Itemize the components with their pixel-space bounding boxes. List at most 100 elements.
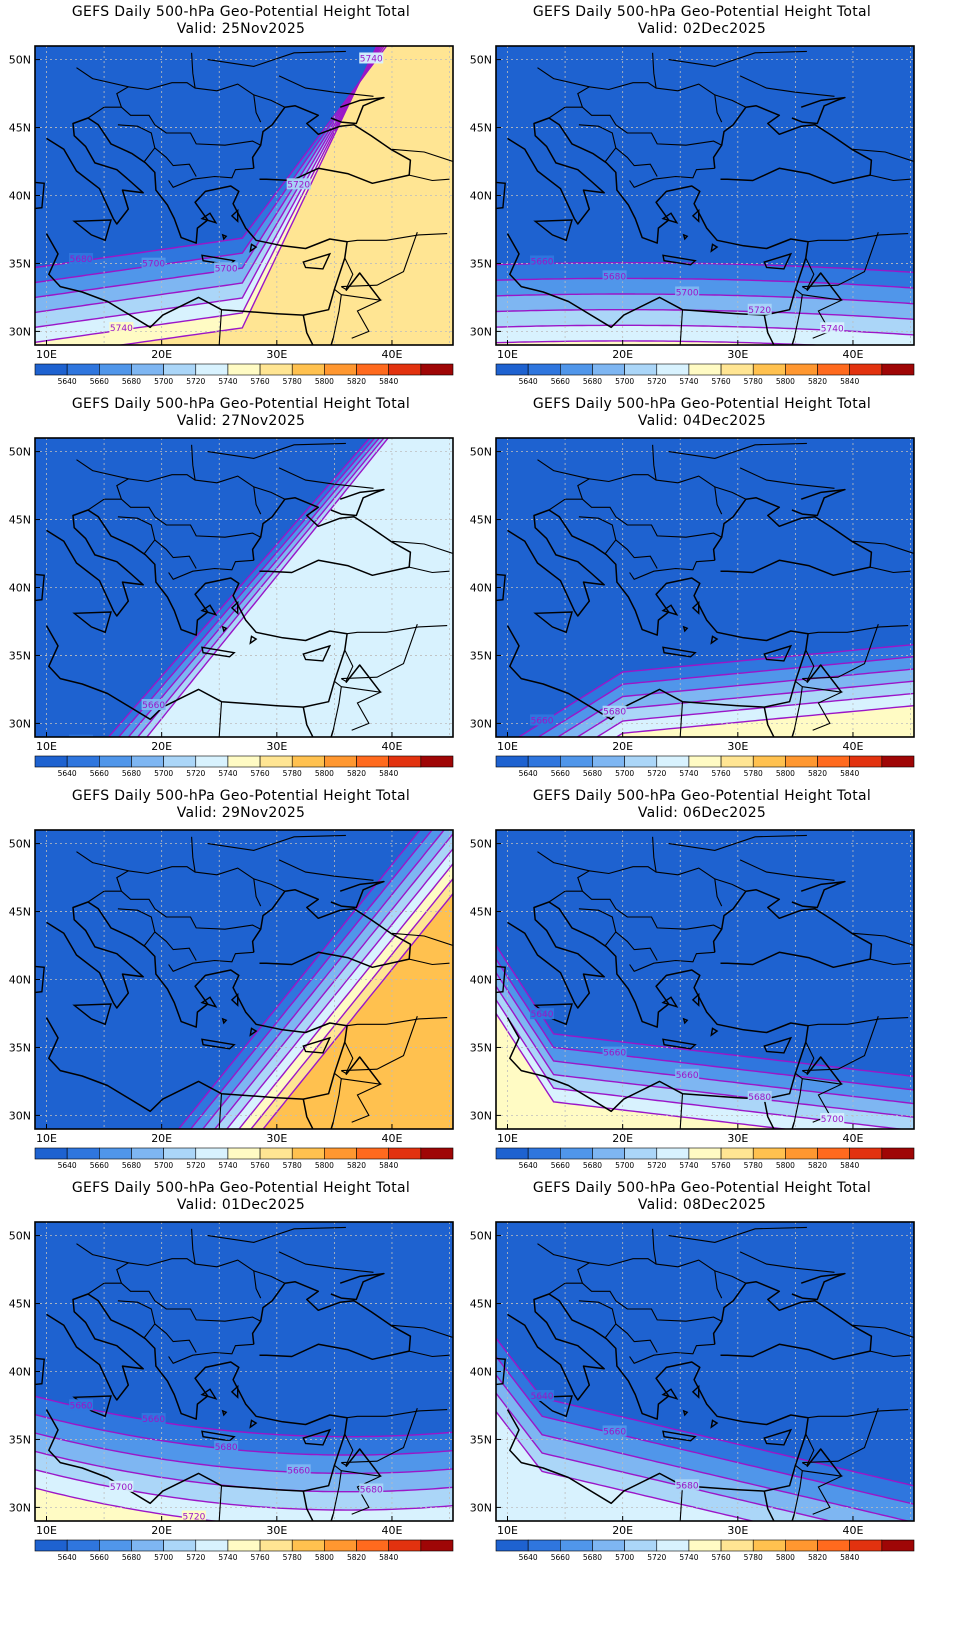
country-border xyxy=(341,257,354,291)
island-outline xyxy=(533,611,573,634)
country-border xyxy=(154,147,197,177)
contour-line xyxy=(213,832,453,1129)
colorbar-label: 5640 xyxy=(58,1161,77,1170)
island-outline xyxy=(302,1036,332,1054)
country-border xyxy=(409,566,450,574)
country-border xyxy=(278,75,374,97)
latitude-label: 35N xyxy=(9,257,31,270)
colorbar-label: 5640 xyxy=(58,1553,77,1562)
country-border xyxy=(652,836,657,873)
colorbar-label: 5720 xyxy=(647,769,666,778)
height-band xyxy=(496,325,914,345)
country-border xyxy=(391,148,453,163)
colorbar-label: 5660 xyxy=(90,1553,109,1562)
colorbar-label: 5720 xyxy=(647,1161,666,1170)
panel-valid-date: Valid: 02Dec2025 xyxy=(637,21,767,37)
longitude-label: 20E xyxy=(612,348,633,361)
country-border xyxy=(207,1226,346,1243)
colorbar-swatch xyxy=(420,1147,454,1160)
contour-label: 5740 xyxy=(110,324,133,334)
map-panel: GEFS Daily 500-hPa Geo-Potential Height … xyxy=(0,1176,482,1586)
longitude-label: 40E xyxy=(381,348,402,361)
colorbar-label: 5760 xyxy=(251,769,270,778)
island-outline xyxy=(661,996,679,1008)
island-outline xyxy=(662,1430,697,1442)
colorbar-swatch xyxy=(131,1539,164,1552)
latitude-label: 50N xyxy=(470,1230,492,1243)
longitude-label: 40E xyxy=(842,740,863,753)
colorbar-label: 5740 xyxy=(679,1553,698,1562)
colorbar-label: 5720 xyxy=(186,1553,205,1562)
island-outline xyxy=(682,625,689,633)
colorbar-label: 5680 xyxy=(583,769,602,778)
longitude-label: 10E xyxy=(36,1524,57,1537)
island-outline xyxy=(710,1419,719,1429)
height-band xyxy=(496,999,899,1129)
contour-label-bg xyxy=(286,178,311,190)
country-border xyxy=(347,1409,448,1419)
colorbar-label: 5660 xyxy=(551,769,570,778)
colorbar-swatch xyxy=(291,1147,325,1160)
colorbar-swatch xyxy=(688,363,722,376)
colorbar-label: 5680 xyxy=(583,1161,602,1170)
colorbar-label: 5800 xyxy=(776,769,795,778)
panel-valid-date: Valid: 25Nov2025 xyxy=(176,21,306,37)
colorbar-swatch xyxy=(388,1539,422,1552)
country-border xyxy=(808,1017,909,1027)
colorbar-swatch xyxy=(99,1539,132,1552)
contour-label-bg xyxy=(820,1113,845,1125)
colorbar-swatch xyxy=(34,755,68,768)
island-outline xyxy=(496,965,506,994)
colorbar-swatch xyxy=(656,1539,690,1552)
coastline xyxy=(487,528,495,536)
height-map: 5640 5660 50N 45N 40N 35N 30N 10E 20E 30E 40E 5640 5… xyxy=(9,437,454,778)
longitude-label: 10E xyxy=(497,348,518,361)
colorbar-swatch xyxy=(324,755,357,768)
country-border xyxy=(218,701,223,737)
country-border xyxy=(652,1228,657,1265)
contour-line xyxy=(35,46,382,314)
coastline xyxy=(942,128,943,230)
island-outline xyxy=(35,181,45,210)
latitude-label: 40N xyxy=(9,582,31,595)
colorbar-label: 5800 xyxy=(315,1161,334,1170)
height-band xyxy=(616,705,914,737)
longitude-label: 20E xyxy=(151,348,172,361)
colorbar-swatch xyxy=(656,1147,690,1160)
country-border xyxy=(168,167,254,188)
coastline xyxy=(45,117,348,329)
island-outline xyxy=(230,992,239,1007)
longitude-label: 30E xyxy=(266,1132,287,1145)
country-border xyxy=(76,1243,129,1264)
coastline xyxy=(45,509,348,721)
colorbar-label: 5740 xyxy=(679,1161,698,1170)
contour-label: 5640 xyxy=(70,737,93,747)
country-border xyxy=(117,516,156,554)
height-band xyxy=(121,46,453,345)
country-border xyxy=(802,686,844,731)
country-border xyxy=(537,1243,590,1264)
country-border xyxy=(548,1282,722,1322)
island-outline xyxy=(249,1027,258,1037)
country-border xyxy=(714,878,747,892)
height-map: 5660 5680 5700 5720 5740 50N 45N 40N 35N 30N 10E 20… xyxy=(470,45,943,386)
colorbar-label: 5740 xyxy=(218,1553,237,1562)
country-border xyxy=(116,82,262,123)
contour-line xyxy=(496,340,829,345)
height-band xyxy=(146,438,453,737)
colorbar-swatch xyxy=(259,363,293,376)
colorbar-swatch xyxy=(720,1147,754,1160)
colorbar-label: 5740 xyxy=(218,1161,237,1170)
country-border xyxy=(578,516,617,554)
colorbar-label: 5740 xyxy=(218,769,237,778)
colorbar-label: 5760 xyxy=(712,769,731,778)
contour-line xyxy=(496,1373,911,1521)
longitude-label: 20E xyxy=(151,1524,172,1537)
colorbar-label: 5820 xyxy=(808,1161,827,1170)
island-outline xyxy=(496,1357,506,1386)
contour-label-bg xyxy=(141,1413,166,1425)
coastline xyxy=(763,314,795,345)
contour-line xyxy=(35,1432,453,1475)
contour-line xyxy=(517,643,914,737)
country-border xyxy=(739,467,835,489)
